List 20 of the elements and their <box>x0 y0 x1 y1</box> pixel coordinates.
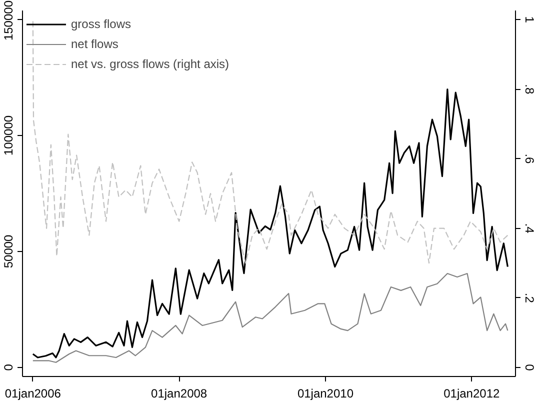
x-tick-label: 01jan2008 <box>151 386 208 400</box>
legend-label: net flows <box>71 37 118 51</box>
legend-label: net vs. gross flows (right axis) <box>71 57 230 71</box>
y2-tick-label: .2 <box>522 292 536 304</box>
y2-tick-label: .8 <box>522 84 536 94</box>
y2-tick-label: .6 <box>522 154 536 164</box>
legend-label: gross flows <box>71 17 132 31</box>
y2-tick-label: 1 <box>522 16 536 24</box>
y-tick-label: 150000 <box>2 0 16 41</box>
line-series <box>32 20 508 264</box>
x-tick-label: 01jan2006 <box>4 386 62 400</box>
x-tick-label: 01jan2012 <box>444 386 500 400</box>
line-series <box>32 88 508 358</box>
line-series <box>32 272 508 363</box>
y-tick-label: 0 <box>2 364 16 371</box>
y-tick-label: 100000 <box>2 115 16 156</box>
y-tick-label: 50000 <box>2 234 16 268</box>
y2-tick-label: 0 <box>522 364 536 372</box>
x-tick-label: 01jan2010 <box>297 386 354 400</box>
y2-tick-label: .4 <box>522 223 536 234</box>
